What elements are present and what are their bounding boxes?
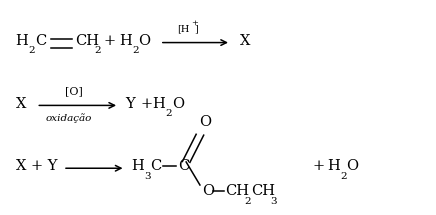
Text: 2: 2 — [132, 46, 139, 55]
Text: CH: CH — [75, 34, 99, 48]
Text: +: + — [191, 19, 198, 27]
Text: oxidação: oxidação — [46, 113, 92, 123]
Text: O: O — [172, 97, 184, 111]
Text: H: H — [131, 159, 144, 173]
Text: CH: CH — [251, 184, 275, 198]
Text: 3: 3 — [144, 172, 150, 181]
Text: 2: 2 — [29, 46, 35, 55]
Text: H: H — [153, 97, 165, 111]
Text: O: O — [138, 34, 150, 48]
Text: C: C — [150, 159, 162, 173]
Text: H: H — [16, 34, 28, 48]
Text: 3: 3 — [270, 197, 277, 206]
Text: 2: 2 — [166, 109, 172, 118]
Text: Y: Y — [126, 97, 135, 111]
Text: +: + — [104, 34, 116, 48]
Text: C: C — [35, 34, 46, 48]
Text: C: C — [178, 159, 190, 173]
Text: 2: 2 — [340, 172, 347, 181]
Text: H: H — [327, 159, 340, 173]
Text: [H: [H — [177, 24, 190, 33]
Text: 2: 2 — [94, 46, 101, 55]
Text: ]: ] — [195, 24, 198, 33]
Text: [O]: [O] — [65, 86, 83, 96]
Text: H: H — [119, 34, 132, 48]
Text: +: + — [313, 159, 325, 173]
Text: O: O — [202, 184, 214, 198]
Text: CH: CH — [225, 184, 249, 198]
Text: X: X — [239, 34, 250, 48]
Text: 2: 2 — [245, 197, 251, 206]
Text: O: O — [199, 115, 211, 129]
Text: X + Y: X + Y — [16, 159, 57, 173]
Text: X: X — [16, 97, 26, 111]
Text: O: O — [346, 159, 358, 173]
Text: +: + — [140, 97, 153, 111]
